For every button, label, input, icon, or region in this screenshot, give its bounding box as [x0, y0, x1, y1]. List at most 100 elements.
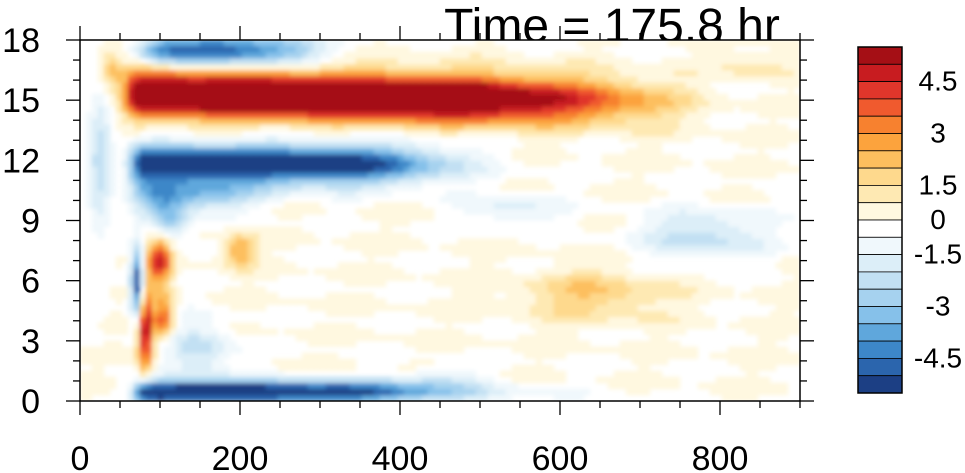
field-cell — [739, 75, 747, 83]
field-cell — [691, 274, 699, 281]
field-cell — [277, 160, 285, 167]
field-cell — [541, 154, 549, 161]
field-cell — [721, 214, 729, 221]
field-cell — [757, 322, 765, 330]
field-cell — [205, 57, 213, 65]
field-cell — [391, 220, 399, 227]
field-cell — [139, 51, 147, 59]
field-cell — [493, 208, 501, 215]
field-cell — [643, 105, 651, 113]
field-cell — [385, 250, 393, 257]
field-cell — [295, 232, 303, 239]
field-cell — [295, 364, 303, 372]
field-cell — [655, 238, 663, 245]
field-cell — [289, 141, 297, 149]
field-cell — [133, 75, 141, 83]
field-cell — [271, 274, 279, 281]
field-cell — [577, 280, 585, 287]
field-cell — [151, 154, 159, 161]
field-cell — [163, 352, 171, 360]
field-cell — [715, 220, 723, 227]
field-cell — [355, 274, 363, 281]
field-cell — [559, 250, 567, 257]
field-cell — [511, 376, 519, 384]
field-cell — [235, 382, 243, 390]
field-cell — [457, 310, 465, 318]
field-cell — [373, 334, 381, 342]
field-cell — [325, 340, 333, 348]
field-cell — [151, 238, 159, 245]
field-cell — [295, 214, 303, 221]
field-cell — [181, 63, 189, 71]
field-cell — [391, 172, 399, 179]
field-cell — [349, 172, 357, 179]
field-cell — [703, 81, 711, 89]
field-cell — [295, 202, 303, 209]
field-cell — [589, 250, 597, 257]
field-cell — [673, 274, 681, 281]
field-cell — [133, 135, 141, 143]
field-cell — [721, 292, 729, 300]
field-cell — [199, 81, 207, 89]
field-cell — [187, 81, 195, 89]
field-cell — [727, 51, 735, 59]
field-cell — [595, 298, 603, 306]
field-cell — [157, 292, 165, 300]
field-cell — [595, 123, 603, 131]
field-cell — [775, 388, 783, 396]
field-cell — [247, 123, 255, 131]
field-cell — [133, 298, 141, 306]
field-cell — [241, 322, 249, 330]
field-cell — [241, 286, 249, 293]
field-cell — [619, 370, 627, 378]
field-cell — [349, 87, 357, 95]
field-cell — [439, 148, 447, 155]
field-cell — [421, 99, 429, 107]
field-cell — [265, 250, 273, 257]
field-cell — [667, 99, 675, 107]
field-cell — [469, 154, 477, 161]
field-cell — [421, 244, 429, 251]
field-cell — [175, 154, 183, 161]
field-cell — [451, 117, 459, 125]
field-cell — [331, 190, 339, 197]
field-cell — [751, 316, 759, 324]
field-cell — [691, 244, 699, 251]
field-cell — [163, 208, 171, 215]
field-cell — [613, 316, 621, 324]
field-cell — [409, 340, 417, 348]
field-cell — [433, 99, 441, 107]
field-cell — [367, 166, 375, 173]
field-cell — [385, 81, 393, 89]
field-cell — [409, 244, 417, 251]
field-cell — [733, 232, 741, 239]
field-cell — [517, 129, 525, 137]
field-cell — [649, 352, 657, 360]
field-cell — [793, 280, 800, 287]
field-cell — [661, 69, 669, 77]
field-cell — [583, 63, 591, 71]
field-cell — [751, 105, 759, 113]
field-cell — [637, 322, 645, 330]
field-cell — [613, 166, 621, 173]
field-cell — [409, 93, 417, 101]
field-cell — [133, 394, 141, 401]
field-cell — [655, 376, 663, 384]
field-cell — [457, 93, 465, 101]
field-cell — [631, 316, 639, 324]
field-cell — [127, 160, 135, 167]
field-cell — [781, 75, 789, 83]
field-cell — [97, 111, 105, 119]
field-cell — [451, 202, 459, 209]
field-cell — [775, 304, 783, 312]
field-cell — [631, 148, 639, 155]
field-cell — [643, 69, 651, 77]
field-cell — [715, 93, 723, 101]
field-cell — [211, 292, 219, 300]
field-cell — [667, 214, 675, 221]
field-cell — [331, 57, 339, 65]
field-cell — [349, 304, 357, 312]
field-cell — [499, 388, 507, 396]
field-cell — [373, 45, 381, 53]
